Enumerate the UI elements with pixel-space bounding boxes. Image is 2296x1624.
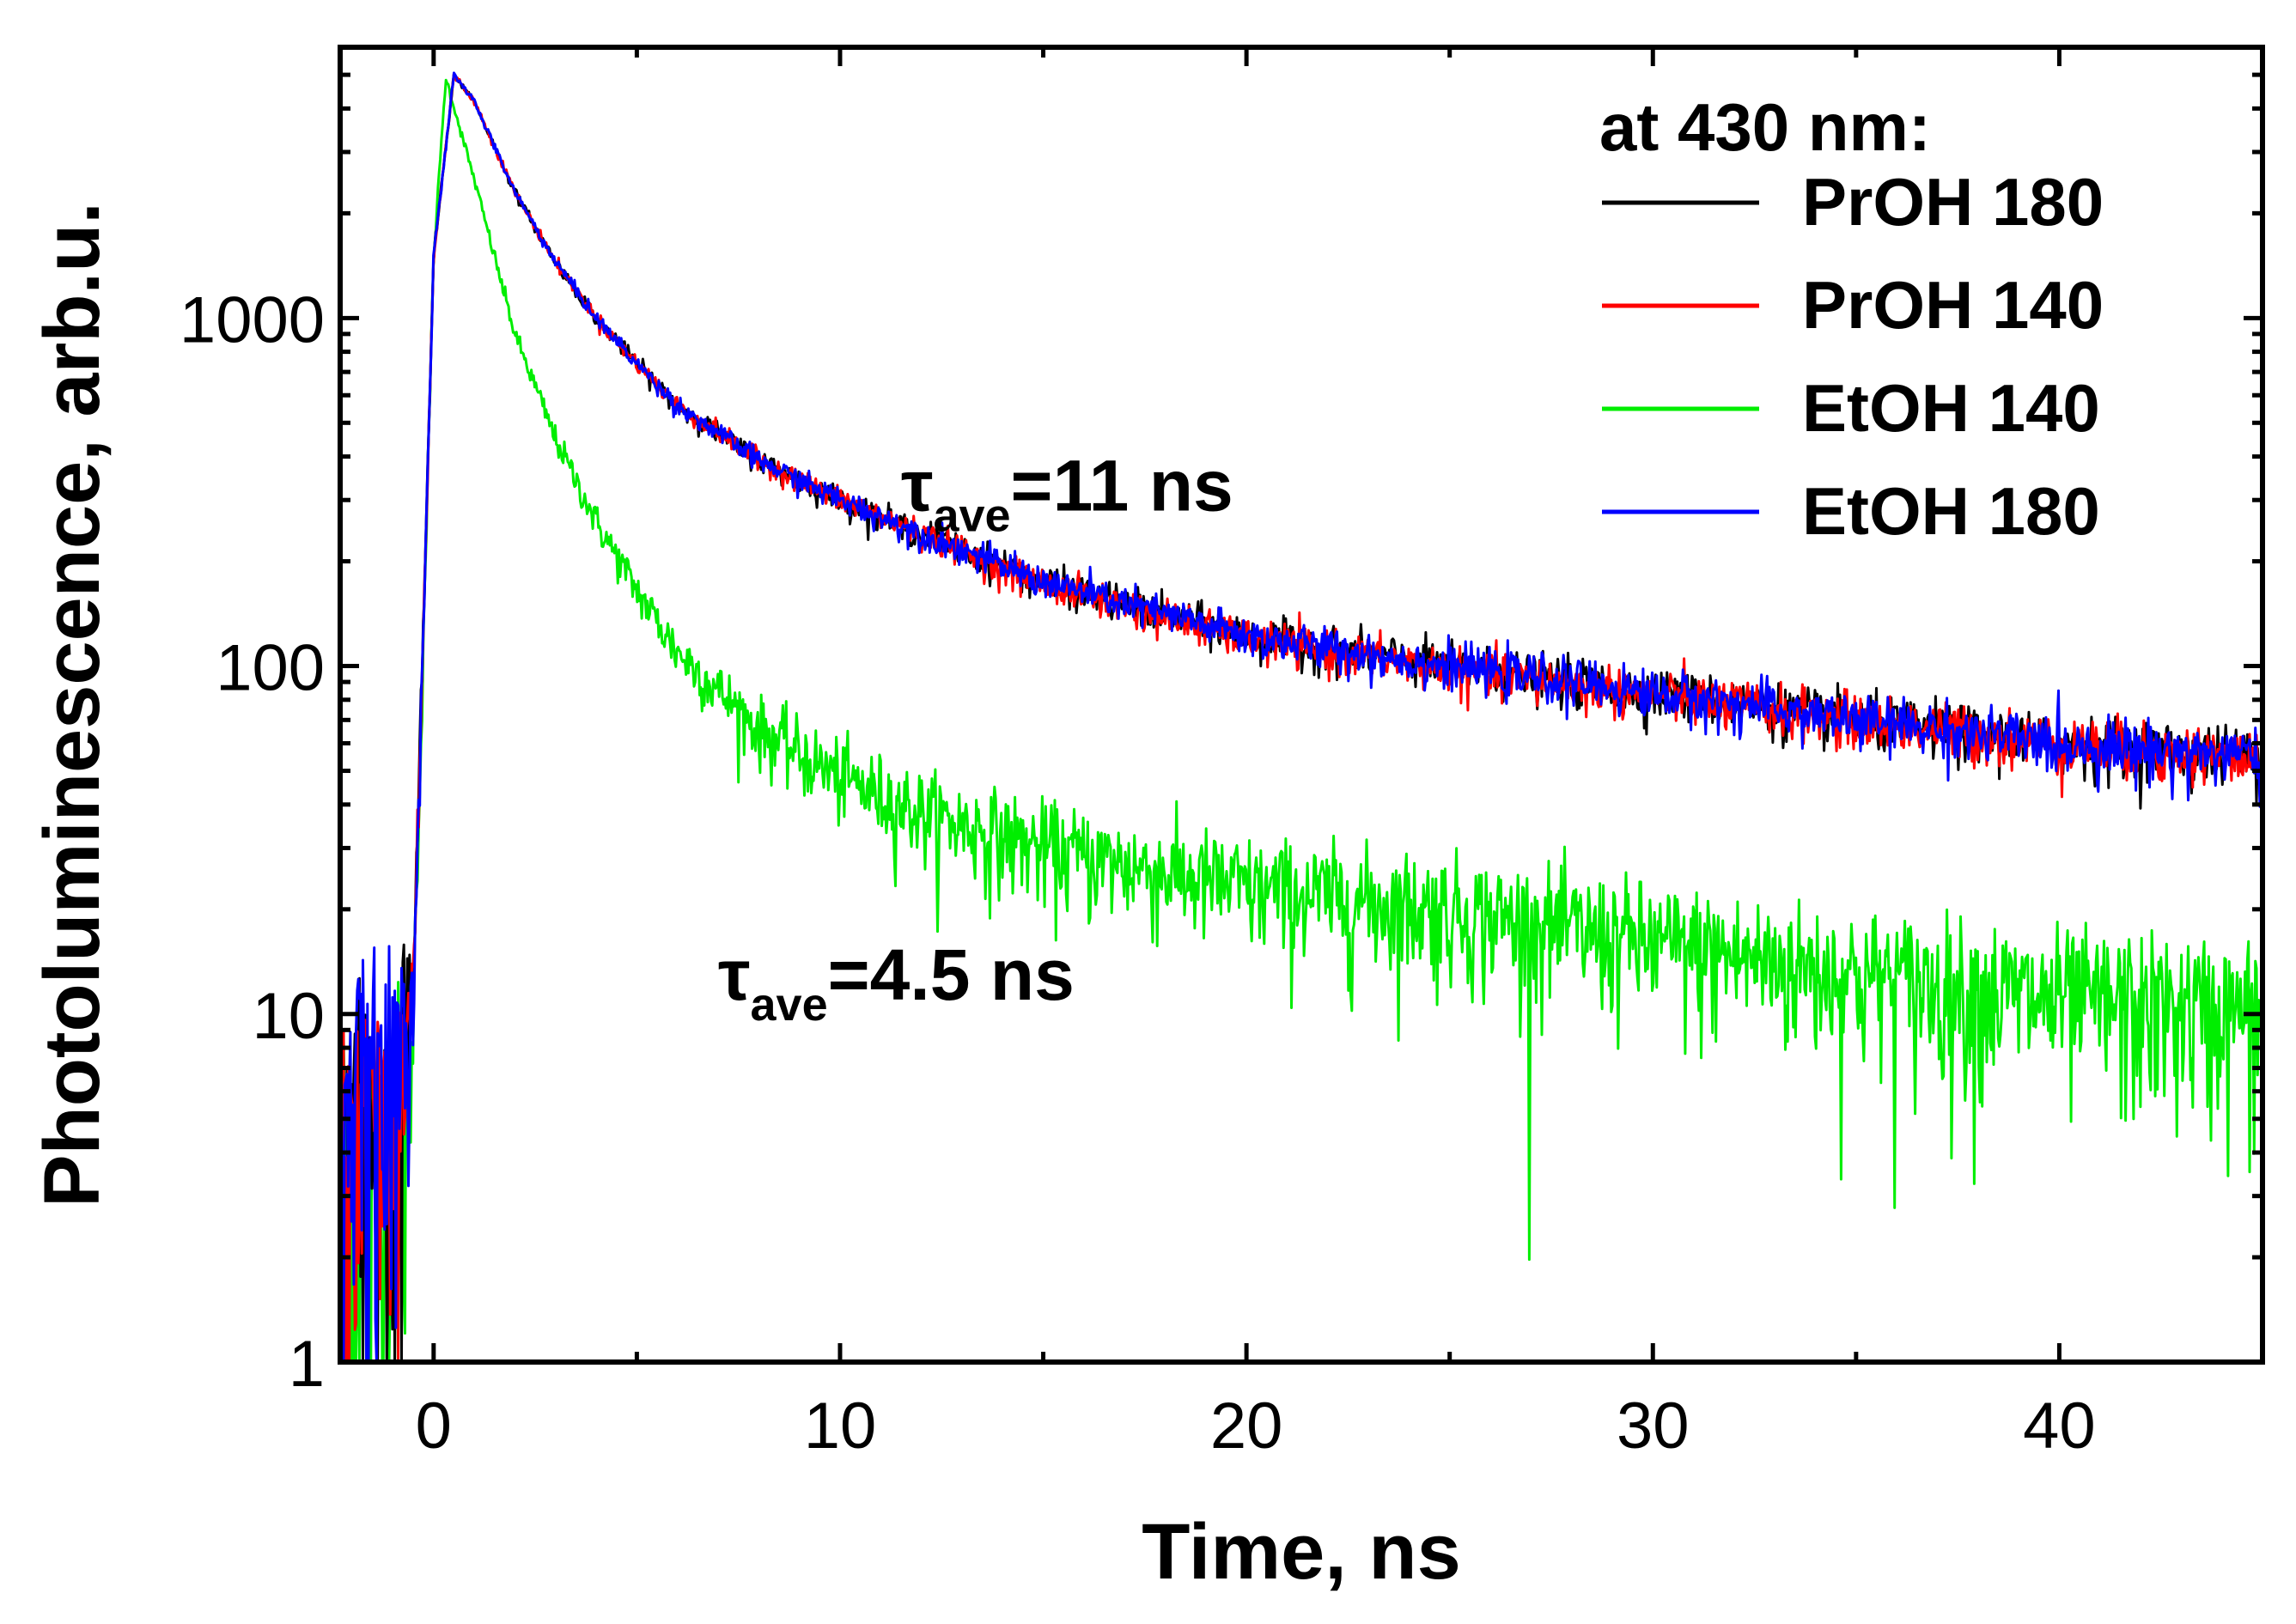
tau-subscript: ave: [751, 979, 828, 1031]
legend-label-etoh-180: EtOH 180: [1802, 473, 2100, 549]
tau-symbol: τ: [718, 934, 751, 1015]
x-tick-label: 0: [416, 1390, 452, 1463]
y-tick-label: 1: [289, 1328, 325, 1401]
x-tick-label: 40: [2023, 1390, 2096, 1463]
x-tick-label: 20: [1210, 1390, 1283, 1463]
y-tick-label: 10: [252, 980, 325, 1053]
tau-value: =4.5 ns: [828, 934, 1075, 1015]
y-axis-title: Photoluminescence, arb.u.: [28, 202, 116, 1207]
legend-label-proh-180: PrOH 180: [1802, 164, 2104, 240]
tau-annotation: τave=11 ns: [901, 445, 1233, 541]
tau-annotation: τave=4.5 ns: [718, 934, 1075, 1031]
tau-symbol: τ: [901, 445, 934, 526]
x-tick-label: 10: [804, 1390, 877, 1463]
tau-subscript: ave: [933, 490, 1010, 541]
series-etoh-140: [340, 78, 2263, 1362]
y-tick-label: 100: [216, 632, 325, 705]
legend-title: at 430 nm:: [1599, 89, 1931, 165]
legend-label-proh-140: PrOH 140: [1802, 267, 2104, 343]
x-tick-label: 30: [1617, 1390, 1690, 1463]
tau-value: =11 ns: [1011, 445, 1233, 526]
plot-frame: [338, 45, 2265, 1365]
legend-label-etoh-140: EtOH 140: [1802, 370, 2100, 446]
series-layer: [340, 71, 2263, 1362]
tick-layer: 0 10 20 30 40 1 10 100 1000: [180, 45, 2263, 1463]
series-etoh-180: [340, 71, 2263, 1362]
legend: at 430 nm: PrOH 180 PrOH 140 EtOH 140 EtOH …: [1599, 89, 2104, 549]
x-axis-title: Time, ns: [1142, 1508, 1461, 1596]
y-tick-label: 1000: [180, 283, 325, 356]
